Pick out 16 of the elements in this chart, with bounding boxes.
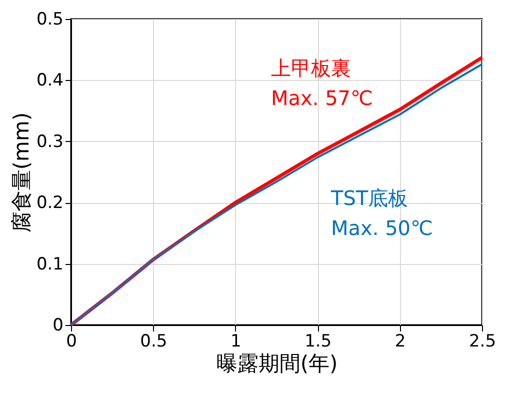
y-tick-label: 0: [52, 316, 64, 336]
y-tick-label: 0.2: [36, 193, 64, 214]
x-tick-label: 0: [66, 332, 77, 352]
y-tick-label: 0.1: [36, 254, 64, 274]
y-tick-label: 0.5: [36, 10, 64, 30]
y-tick-label: 0.3: [36, 132, 64, 152]
x-tick-label: 1.5: [304, 332, 332, 352]
x-tick-label: 0.5: [140, 332, 168, 352]
x-tick-label: 2: [394, 332, 406, 352]
y-axis-title: 腐食量(mm): [9, 112, 34, 233]
series-label: TST底板 Max. 50℃: [330, 186, 433, 240]
x-axis-title: 曝露期間(年): [216, 352, 338, 376]
x-tick-label: 2.5: [468, 332, 496, 352]
series-label: 上甲板裏 Max. 57℃: [271, 56, 373, 110]
y-tick-label: 0.4: [36, 70, 64, 91]
x-tick-label: 1: [230, 332, 242, 352]
